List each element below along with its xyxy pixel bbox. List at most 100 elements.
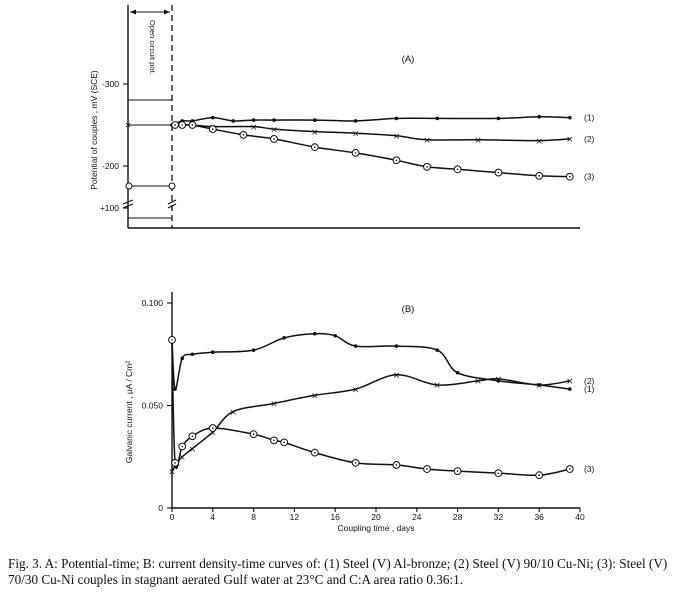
panel-b-xtick-label: 24 xyxy=(412,512,422,522)
data-point-circle-center xyxy=(395,159,398,162)
divider-break xyxy=(167,199,177,209)
panel-b-xtick-label: 36 xyxy=(534,512,544,522)
panel-b-xtick-label: 12 xyxy=(290,512,300,522)
data-point-x: × xyxy=(250,123,258,133)
series-line xyxy=(171,332,570,390)
data-point-circle-center xyxy=(171,339,173,341)
data-point-circle-center xyxy=(314,451,316,454)
data-point-circle-center xyxy=(395,464,398,466)
panel-b-ytick-label: 0.050 xyxy=(142,401,164,411)
data-point-dot xyxy=(211,350,215,355)
series-label: (1) xyxy=(584,113,595,123)
data-point-x: × xyxy=(178,453,186,463)
data-point-dot xyxy=(173,387,177,391)
data-point-circle-center xyxy=(273,439,275,442)
figure-caption: Fig. 3. A: Potential-time; B: current de… xyxy=(8,556,668,587)
panel-a-label: (A) xyxy=(402,54,415,65)
panel-a-ytick-label: -200 xyxy=(102,161,119,171)
data-point-circle-center xyxy=(212,427,214,429)
data-point-dot xyxy=(313,331,317,336)
data-point-circle-center xyxy=(354,152,357,154)
data-point-circle-center xyxy=(212,128,214,130)
data-point-dot xyxy=(394,344,399,348)
data-point-dot xyxy=(435,116,440,121)
data-point-x: × xyxy=(229,408,237,418)
data-point-circle-center xyxy=(283,441,286,444)
data-point-x: × xyxy=(209,428,217,438)
data-point-circle-center xyxy=(426,166,428,168)
data-point-circle-center xyxy=(426,468,428,470)
data-point-dot xyxy=(568,115,572,120)
data-point-x: × xyxy=(535,381,543,391)
data-point-x: × xyxy=(352,385,360,395)
data-point-circle-center xyxy=(252,433,255,436)
panel-a: Open circuit pot. × -300 -200 +100 Poten… xyxy=(89,5,595,229)
data-point-x: × xyxy=(474,377,482,387)
series-line xyxy=(175,123,570,178)
data-point-x: × xyxy=(311,391,319,401)
data-point-circle-center xyxy=(497,472,500,474)
y-axis-break xyxy=(122,199,134,209)
panel-b-label: (B) xyxy=(402,304,415,315)
panel-a-ytick-label: +100 xyxy=(100,203,119,213)
panel-b-xtick-label: 8 xyxy=(251,512,256,522)
data-point-x: × xyxy=(270,125,278,135)
panel-b-y-label: Galvanic current , μA / Cm² xyxy=(124,361,134,463)
data-point-circle-center xyxy=(181,124,183,126)
data-point-dot xyxy=(231,119,235,123)
panel-b-xtick-label: 32 xyxy=(494,512,504,522)
oc-marker-left xyxy=(125,182,133,190)
data-point-circle-center xyxy=(538,175,540,177)
arrow-head-left xyxy=(130,9,136,15)
data-point-x: × xyxy=(270,400,278,410)
data-point-x: × xyxy=(433,381,441,391)
data-point-circle-center xyxy=(569,175,571,178)
data-point-circle-center xyxy=(273,138,275,140)
data-point-dot xyxy=(394,116,399,121)
data-point-x: × xyxy=(474,136,482,146)
data-point-circle-center xyxy=(174,124,176,126)
data-point-circle-center xyxy=(174,462,176,464)
panel-b-xtick-label: 16 xyxy=(330,512,340,522)
panel-b-series: (1)×××××××××××××××(2)(3) xyxy=(168,331,595,480)
series-label: (3) xyxy=(584,172,595,182)
series-label: (1) xyxy=(584,384,595,394)
series-label: (2) xyxy=(584,134,595,144)
panel-b-xtick-label: 4 xyxy=(210,512,215,522)
data-point-circle-center xyxy=(354,462,357,464)
data-point-x: × xyxy=(566,377,574,387)
data-point-circle-center xyxy=(191,435,194,438)
panel-b-x-ticks: 0 4 8 12 16 20 24 28 32 36 40 xyxy=(170,508,585,522)
data-point-x: × xyxy=(168,467,176,477)
panel-b-ytick-label: 0.100 xyxy=(142,298,164,308)
data-point-x: × xyxy=(566,135,574,145)
panel-b-y-ticks: 0 0.050 0.100 xyxy=(142,298,172,513)
data-point-x: × xyxy=(423,136,431,146)
data-point-dot xyxy=(190,352,195,357)
data-point-dot xyxy=(282,336,287,340)
panel-b-xtick-label: 0 xyxy=(170,512,175,522)
series-line xyxy=(171,374,570,472)
data-point-dot xyxy=(313,118,317,122)
data-point-circle-center xyxy=(456,168,459,171)
data-point-dot xyxy=(537,115,541,119)
data-point-dot xyxy=(455,370,460,375)
data-point-dot xyxy=(496,379,501,383)
data-point-dot xyxy=(353,119,358,123)
panel-b-xtick-label: 20 xyxy=(371,512,381,522)
data-point-dot xyxy=(272,118,276,122)
data-point-x: × xyxy=(352,129,360,139)
data-point-dot xyxy=(333,334,338,338)
data-point-x: × xyxy=(311,128,319,138)
data-point-circle-center xyxy=(314,146,316,148)
panel-b-x-label: Coupling time , days xyxy=(337,523,414,533)
data-point-dot xyxy=(211,115,215,120)
figure: Open circuit pot. × -300 -200 +100 Poten… xyxy=(89,5,595,533)
data-point-x: × xyxy=(495,375,503,385)
data-point-circle-center xyxy=(569,468,571,470)
data-point-circle-center xyxy=(242,134,245,136)
data-point-circle-center xyxy=(191,124,194,126)
series-label: (3) xyxy=(584,464,595,474)
data-point-circle-center xyxy=(538,474,540,477)
data-point-x: × xyxy=(189,445,197,455)
